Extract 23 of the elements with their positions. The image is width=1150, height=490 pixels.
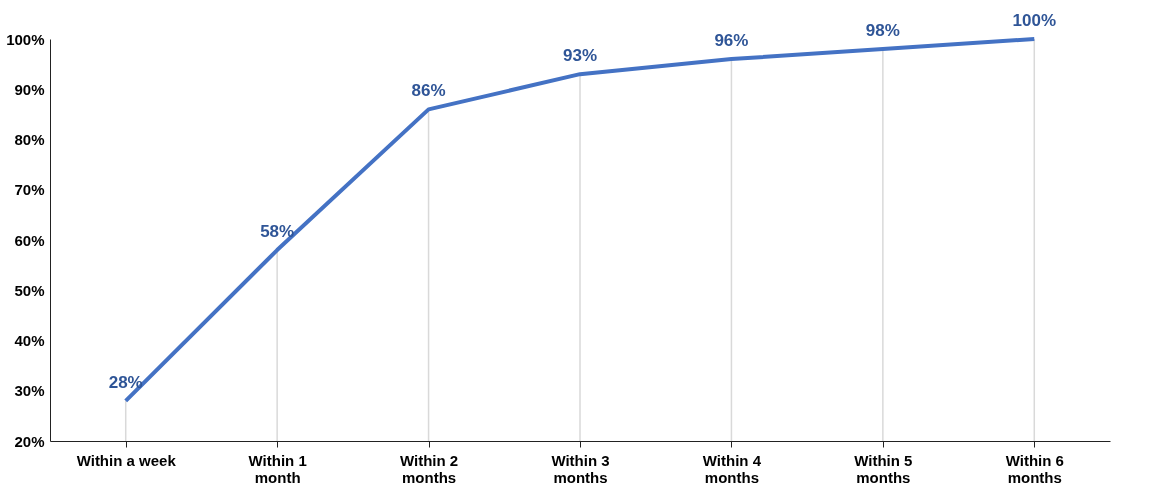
y-tick-label: 60% bbox=[14, 231, 45, 249]
data-label: 98% bbox=[865, 21, 900, 41]
y-tick-label: 90% bbox=[14, 80, 45, 98]
y-tick-label: 80% bbox=[14, 131, 45, 148]
x-tick-label: Within 6 months bbox=[1005, 451, 1064, 486]
y-tick-label: 30% bbox=[14, 382, 45, 400]
x-tick-label: Within 3 months bbox=[551, 451, 610, 486]
y-tick-label: 40% bbox=[14, 332, 45, 349]
data-label: 96% bbox=[714, 31, 749, 51]
data-label: 100% bbox=[1012, 11, 1057, 30]
x-tick-label: Within a week bbox=[76, 451, 177, 469]
data-label: 28% bbox=[108, 372, 143, 392]
y-tick-label: 20% bbox=[14, 432, 45, 450]
x-tick-label: Within 5 months bbox=[854, 451, 913, 486]
x-tick-label: Within 1 month bbox=[248, 451, 307, 486]
y-tick-label: 50% bbox=[14, 281, 45, 299]
x-tick-label: Within 4 months bbox=[702, 451, 762, 486]
x-tick-label: Within 2 months bbox=[399, 451, 459, 486]
y-tick-label: 70% bbox=[14, 181, 45, 199]
data-label: 93% bbox=[562, 46, 598, 66]
y-tick-label: 100% bbox=[6, 30, 45, 48]
data-label: 86% bbox=[411, 81, 446, 101]
data-label: 58% bbox=[260, 222, 295, 242]
